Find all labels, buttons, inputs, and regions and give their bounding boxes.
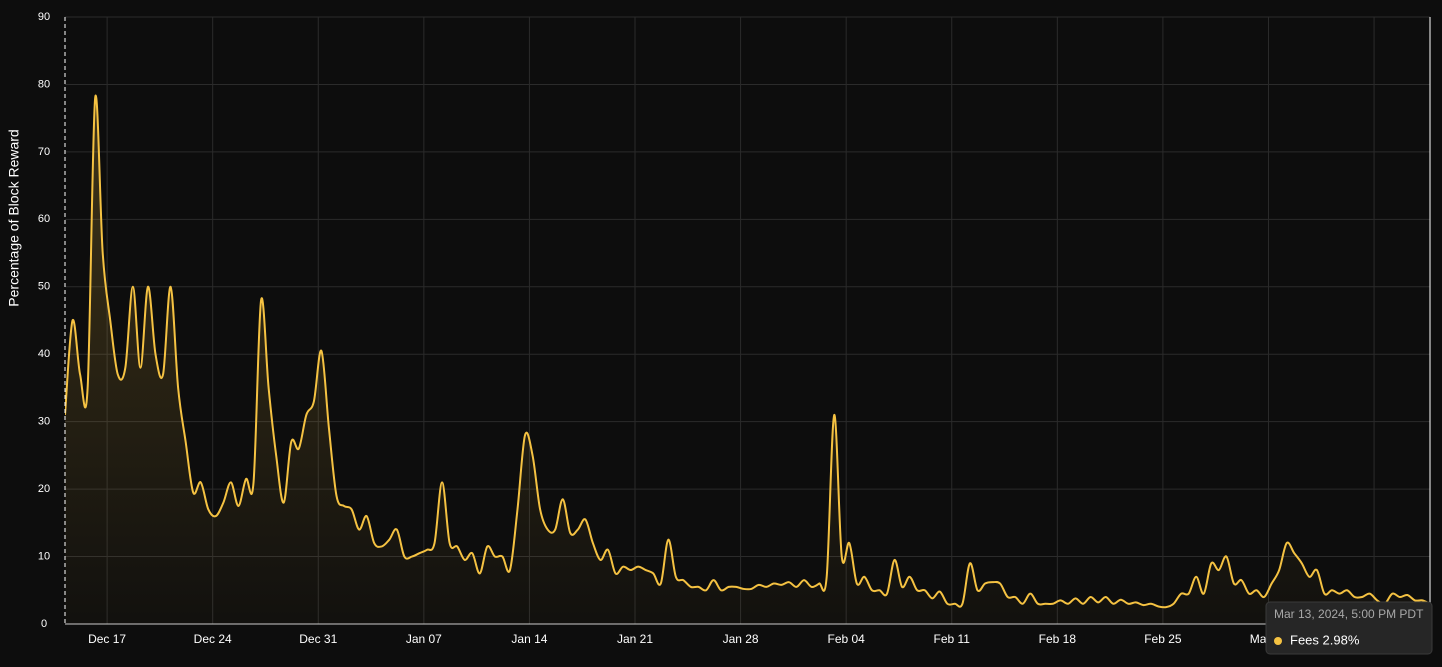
line <box>65 94 1431 609</box>
tooltip-dot <box>1274 637 1282 645</box>
x-tick-label: Jan 28 <box>723 632 759 646</box>
y-tick-label: 70 <box>38 146 50 158</box>
plot <box>65 94 1431 624</box>
y-tick-label: 20 <box>38 483 50 495</box>
y-tick-label: 50 <box>38 281 50 293</box>
y-axis-label: Percentage of Block Reward <box>6 129 22 306</box>
x-tick-label: Jan 14 <box>511 632 547 646</box>
x-tick-label: Dec 17 <box>88 632 126 646</box>
x-tick-label: Feb 18 <box>1039 632 1077 646</box>
labels: 0 10 20 30 40 50 60 70 80 90 Dec 17 Dec 24 Dec 31 Jan… <box>38 11 1393 646</box>
tooltip-title: Mar 13, 2024, 5:00 PM PDT <box>1274 607 1424 621</box>
x-tick-label: Dec 24 <box>194 632 232 646</box>
area <box>65 95 1430 624</box>
x-tick-label: Feb 11 <box>934 632 971 646</box>
tooltip: Mar 13, 2024, 5:00 PM PDT Fees 2.98% <box>1265 601 1433 655</box>
y-tick-label: 30 <box>38 416 50 428</box>
tooltip-label: Fees 2.98% <box>1290 632 1360 647</box>
tooltip-box <box>1265 601 1433 655</box>
x-tick-label: Dec 31 <box>299 632 337 646</box>
x-tick-label: Feb 04 <box>827 632 865 646</box>
x-tick-label: Jan 21 <box>617 632 653 646</box>
y-tick-label: 0 <box>41 618 47 630</box>
x-tick-label: Jan 07 <box>406 632 442 646</box>
y-tick-label: 80 <box>38 78 50 90</box>
x-tick-label: Feb 25 <box>1144 632 1182 646</box>
y-tick-label: 60 <box>38 213 50 225</box>
y-tick-label: 40 <box>38 348 50 360</box>
y-tick-label: 10 <box>38 550 50 562</box>
y-tick-label: 90 <box>38 11 50 23</box>
